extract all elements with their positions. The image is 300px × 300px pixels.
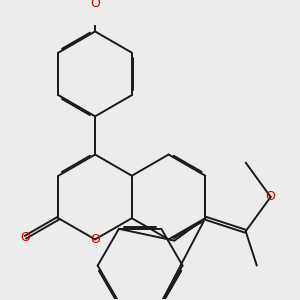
Text: O: O: [90, 233, 100, 246]
Text: O: O: [266, 190, 276, 203]
Text: O: O: [20, 231, 30, 244]
Text: O: O: [90, 0, 100, 11]
